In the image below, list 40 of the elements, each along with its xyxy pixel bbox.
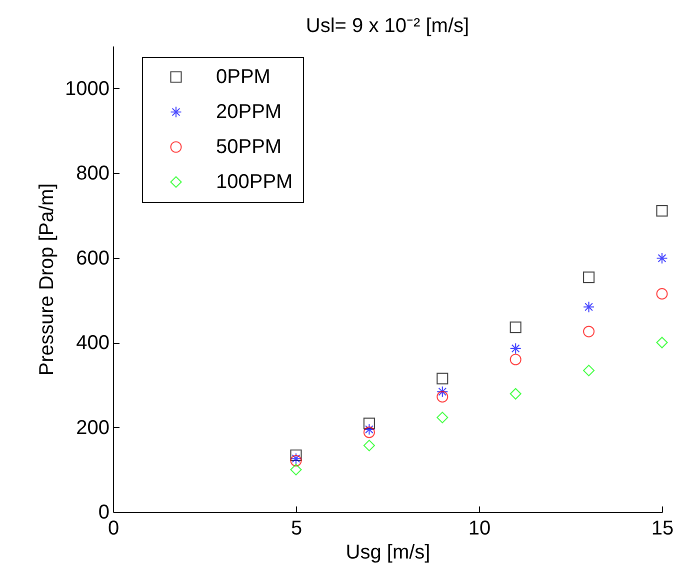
point [510,342,522,354]
point [583,272,595,284]
point [436,386,448,398]
point [656,336,668,348]
point [290,454,302,467]
y-tick-label: 800 [76,162,110,185]
legend-label: 100PPM [216,171,293,193]
point [583,301,595,313]
point [583,326,595,338]
point [363,418,375,430]
point [510,322,522,334]
legend-label: 0PPM [216,66,270,88]
y-tick-label: 600 [76,247,110,270]
point [656,252,668,264]
chart-title: Usl= 9 x 10⁻² [m/s] [306,15,470,37]
point [363,424,375,436]
point [436,390,448,403]
point [656,205,668,217]
point [363,440,375,452]
x-axis-title: Usg [m/s] [346,542,430,564]
y-tick-label: 400 [76,332,110,354]
point [290,452,302,464]
point [510,354,522,366]
x-tick-label: 5 [290,518,302,540]
y-axis-title: Pressure Drop [Pa/m] [36,183,58,376]
y-tick-label: 0 [98,502,110,524]
point [290,464,302,476]
point [436,372,448,384]
point [510,388,522,400]
point [363,426,375,438]
point [583,364,595,376]
y-tick-label: 1000 [65,78,110,100]
y-tick-label: 200 [76,416,110,439]
point [436,412,448,424]
x-tick-label: 15 [651,518,674,540]
x-tick-label: 10 [468,518,491,540]
point [656,288,668,300]
legend-label: 20PPM [216,101,282,123]
legend-label: 50PPM [216,136,282,158]
point [290,449,302,462]
